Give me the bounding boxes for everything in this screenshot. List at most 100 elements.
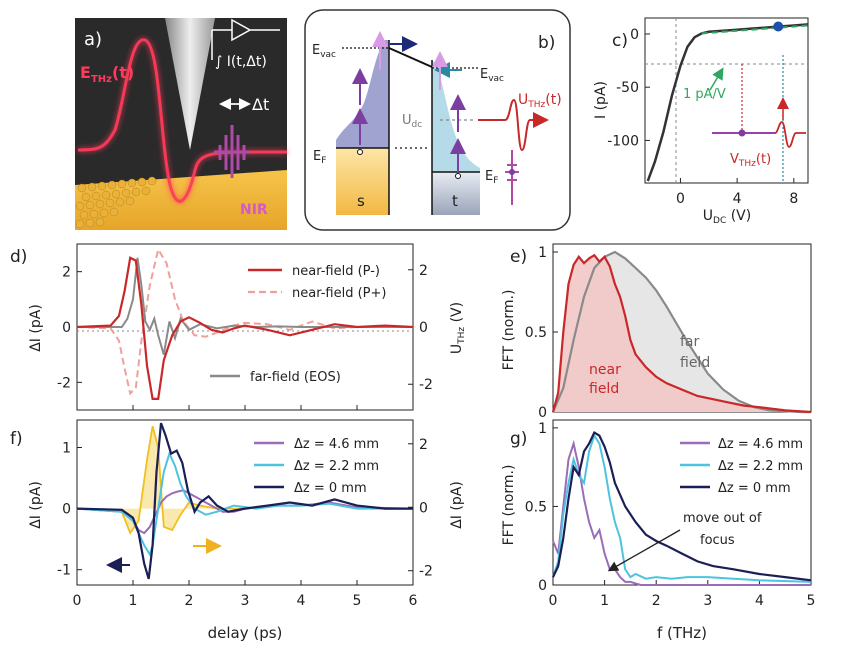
panel-f-letter: f) (10, 429, 23, 449)
g-legend-dz-0: Δz = 0 mm (718, 481, 791, 496)
ef-right-label: EF (485, 169, 498, 186)
e-near-field-area (553, 255, 811, 412)
c-vthz-label: VTHz(t) (730, 152, 771, 169)
panel-f-ticks: 10-10 1 2 3 4 5 620-2 (57, 437, 433, 609)
y-tick-label: 0 (538, 578, 547, 594)
panel-c-letter: c) (612, 31, 628, 51)
panel-b: Evac Evac EF EF Udc UTHz(t) b) s t (304, 9, 571, 231)
tip-occupied-states (432, 60, 480, 172)
sample-occupied-states (336, 40, 389, 148)
e-far-label: far field (680, 334, 710, 371)
panel-c-plot-area (644, 17, 809, 184)
gold-atoms (75, 176, 157, 229)
y-tick-label-right: 2 (419, 263, 428, 279)
y-tick-label: 0 (630, 27, 639, 43)
f-legend-dz-4-6: Δz = 4.6 mm (294, 437, 379, 452)
panel-e-letter: e) (510, 247, 527, 267)
c-xlabel: UDC (V) (703, 208, 751, 226)
y-tick-label-right: 0 (419, 320, 428, 336)
d-legend-p-minus: near-field (P-) (292, 264, 380, 279)
current-integral-label: ∫ I(t,Δt) (215, 54, 267, 70)
y-tick-label: -100 (607, 133, 639, 149)
d-series-near-field-p-minus (76, 256, 414, 400)
g-xlabel: f (THz) (657, 624, 707, 642)
y-tick-label: 0.5 (525, 325, 547, 341)
x-tick-label: 0 (73, 593, 82, 609)
panel-d-letter: d) (10, 247, 27, 267)
panel-d: 2 0 -2 2 0 -2 near-field (P-) near-field (P+)… (10, 243, 467, 411)
g-annotation: move out of focus (683, 511, 762, 548)
uthz-label: UTHz(t) (518, 92, 562, 110)
g-ylabel: FFT (norm.) (501, 465, 517, 546)
y-tick-label: 0 (62, 320, 71, 336)
x-tick-label: 5 (807, 593, 816, 609)
amplifier-symbol (211, 18, 280, 60)
x-tick-label: 3 (703, 593, 712, 609)
nir-pulse (214, 125, 250, 178)
d-legend-far-field: far-field (EOS) (250, 370, 341, 385)
panel-d-ticks: 2 0 -2 2 0 -2 (57, 263, 433, 410)
g-legend-dz-2-2: Δz = 2.2 mm (718, 459, 803, 474)
x-tick-label: 5 (353, 593, 362, 609)
x-tick-label: 1 (600, 593, 609, 609)
panel-e: 1 0.5 0 near field far field e) FFT (norm.) (501, 243, 812, 421)
y-tick-label-right: 2 (419, 437, 428, 453)
e-ylabel: FFT (norm.) (501, 290, 517, 371)
evac-left-label: Evac (312, 43, 336, 60)
f-series-eos (76, 425, 245, 536)
g-legend-dz-4-6: Δz = 4.6 mm (718, 437, 803, 452)
f-legend-dz-0: Δz = 0 mm (294, 481, 367, 496)
x-tick-label: 8 (789, 191, 798, 207)
sample-label: s (357, 192, 365, 210)
c-operating-point (773, 21, 784, 32)
y-tick-label: -50 (616, 80, 639, 96)
panel-a-letter: a) (84, 29, 102, 50)
tip-region (432, 172, 480, 215)
y-tick-label-right: 0 (419, 500, 428, 516)
y-tick-label-right: -2 (419, 564, 433, 580)
g-series-dz-2-2 (552, 433, 812, 583)
d-ylabel-right: UTHz (V) (449, 302, 467, 354)
x-tick-label: 3 (241, 593, 250, 609)
e-series-near-field (551, 253, 812, 414)
x-tick-label: 4 (755, 593, 764, 609)
c-slope-annotation: 1 pA/V (683, 87, 726, 102)
sample-region (336, 148, 389, 215)
x-tick-label: 4 (297, 593, 306, 609)
f-ylabel: ΔI (pA) (28, 481, 44, 529)
delay-label: Δt (252, 95, 269, 114)
f-legend-dz-2-2: Δz = 2.2 mm (294, 459, 379, 474)
thz-field-wave (77, 38, 288, 203)
y-tick-label: -2 (57, 375, 71, 391)
d-ylabel: ΔI (pA) (28, 304, 44, 352)
nir-label: NIR (240, 202, 268, 218)
panel-f: 10-10 1 2 3 4 5 620-2 Δz = 4.6 mm Δz = 2.2 mm … (10, 419, 465, 642)
f-series-dz-2-2 (76, 450, 413, 557)
thz-field-label: ETHz(t) (80, 63, 134, 85)
c-slope-line (701, 24, 809, 35)
uthz-waveform (478, 98, 549, 152)
panel-b-letter: b) (538, 33, 555, 53)
y-tick-label-right: -2 (419, 377, 433, 393)
panel-g-letter: g) (510, 429, 527, 449)
y-tick-label: 0 (62, 502, 71, 518)
x-tick-label: 0 (676, 191, 685, 207)
y-tick-label: 1 (538, 421, 547, 437)
f-ylabel-right: ΔI (pA) (449, 481, 465, 529)
ef-left-label: EF (313, 149, 326, 166)
y-tick-label: 2 (62, 265, 71, 281)
tip-label: t (452, 192, 458, 210)
x-tick-label: 1 (129, 593, 138, 609)
g-annotation-arrow (607, 529, 681, 572)
d-legend-p-plus: near-field (P+) (292, 286, 386, 301)
c-ylabel: I (pA) (593, 81, 609, 119)
d-series-far-field-eos (77, 257, 413, 355)
x-tick-label: 2 (652, 593, 661, 609)
y-tick-label: 1 (538, 245, 547, 261)
y-tick-label: -1 (57, 563, 71, 579)
panel-c-ticks: 0 -50 -100 0 4 8 (607, 27, 798, 207)
evac-right-label: Evac (480, 67, 504, 84)
g-series-dz-0 (552, 431, 812, 582)
x-tick-label: 4 (733, 191, 742, 207)
